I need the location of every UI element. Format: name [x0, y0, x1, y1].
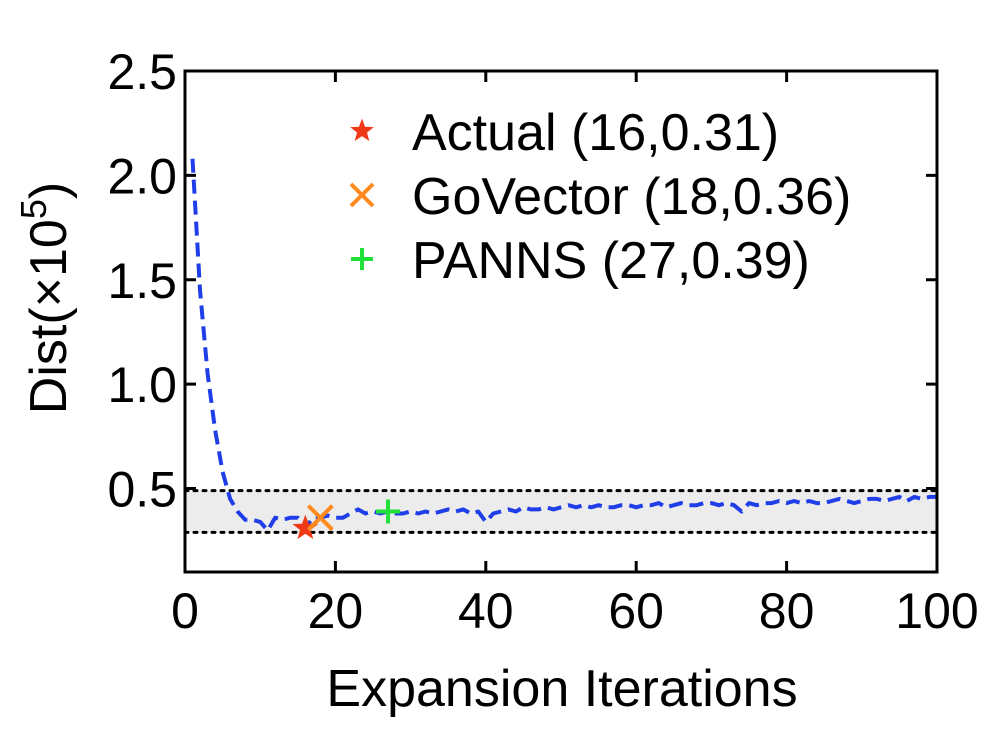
series-line-1	[190, 158, 937, 533]
x-tick-label: 0	[171, 583, 199, 639]
legend: Actual (16,0.31) GoVector (18,0.36) PANNS …	[349, 104, 851, 290]
marker-x-2-stroke-b	[306, 504, 334, 532]
plot-frame	[183, 69, 939, 574]
x-tick-label: 40	[458, 583, 514, 639]
x-tick-label: 100	[895, 583, 978, 639]
axes-layer: 0 20 40 60 80 100 0.5 1.0 1.5 2.0 2.5	[107, 44, 978, 639]
y-axis-title-close: )	[20, 182, 78, 199]
y-tick-label: 1.0	[107, 357, 177, 413]
legend-label-3: PANNS (27,0.39)	[412, 232, 810, 290]
y-tick-label: 1.5	[107, 253, 177, 309]
legend-symbol-2-stroke-b	[349, 182, 375, 208]
marker-x-2	[306, 504, 334, 532]
y-axis-title: Dist(×105)	[13, 182, 78, 414]
x-axis-title: Expansion Iterations	[326, 660, 797, 718]
legend-symbol-2	[349, 182, 375, 208]
y-axis-title-main: Dist(×10	[20, 219, 78, 414]
series-layer	[190, 158, 937, 533]
y-tick-label: 0.5	[107, 462, 177, 518]
legend-symbol-1	[350, 118, 374, 142]
y-axis-title-exponent: 5	[13, 199, 54, 219]
marker-layer	[292, 499, 401, 540]
legend-label-2: GoVector (18,0.36)	[412, 168, 851, 226]
legend-symbol-3	[351, 248, 373, 270]
legend-label-1: Actual (16,0.31)	[412, 104, 779, 162]
y-tick-label: 2.5	[107, 44, 177, 100]
x-tick-label: 80	[759, 583, 815, 639]
x-tick-label: 60	[608, 583, 664, 639]
y-tick-label: 2.0	[107, 148, 177, 204]
marker-plus-3	[376, 499, 401, 524]
x-tick-label: 20	[308, 583, 364, 639]
